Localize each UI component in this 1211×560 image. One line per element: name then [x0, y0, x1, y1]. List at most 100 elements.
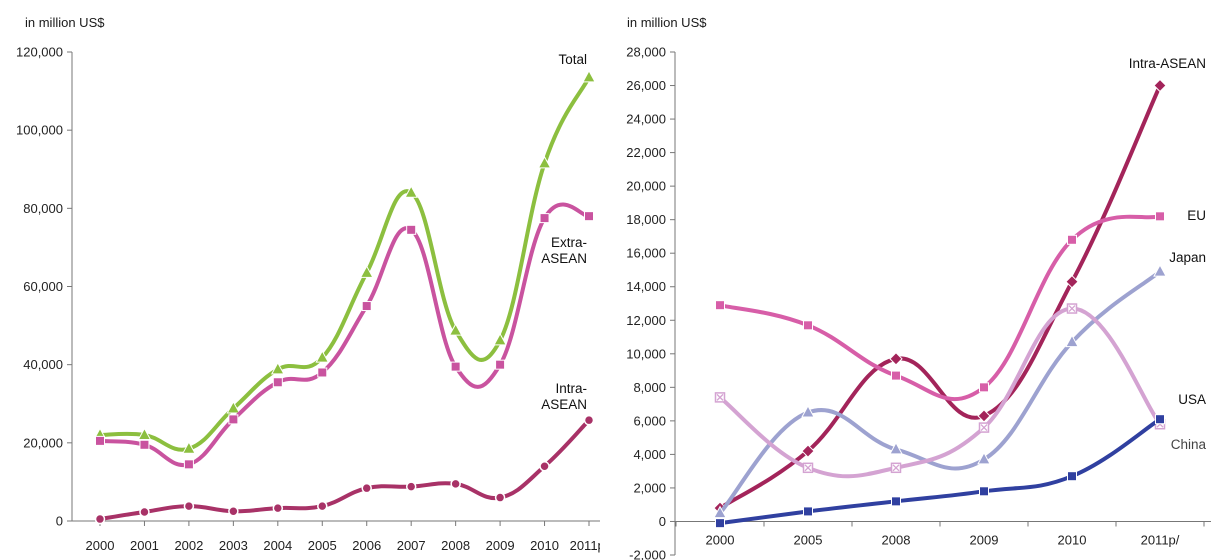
data-point [582, 69, 596, 83]
y-tick-label: 80,000 [23, 201, 63, 216]
data-point [139, 506, 150, 518]
data-point [583, 414, 595, 426]
data-point [226, 400, 241, 414]
data-point [715, 300, 725, 311]
series-label-total: Total [558, 52, 587, 67]
x-tick-label: 2009 [486, 538, 515, 553]
data-point [1155, 414, 1165, 425]
series-label-china: China [1171, 437, 1207, 452]
series-label-eu: EU [1187, 208, 1206, 223]
y-tick-label: 20,000 [626, 179, 666, 194]
data-point [317, 367, 328, 378]
y-tick-label: 60,000 [23, 279, 63, 294]
data-point [1065, 334, 1079, 348]
data-point [183, 500, 195, 512]
data-point [272, 502, 284, 514]
series-line-eu [718, 214, 1162, 401]
x-tick-label: 2004 [263, 538, 292, 553]
x-tick-label: 2008 [441, 538, 470, 553]
y-unit-label: in million US$ [627, 15, 707, 30]
y-tick-label: 4,000 [633, 447, 666, 462]
data-point [361, 482, 372, 494]
data-point [537, 155, 552, 169]
data-point [802, 462, 814, 474]
data-point [1067, 471, 1077, 482]
data-point [890, 462, 902, 474]
data-point [889, 352, 903, 366]
data-point [713, 505, 727, 519]
y-tick-label: 18,000 [626, 212, 666, 227]
data-point [494, 492, 506, 503]
data-point [94, 513, 106, 525]
data-point [317, 500, 328, 512]
x-tick-label: 2010 [1058, 532, 1087, 547]
data-point [977, 451, 991, 465]
y-tick-label: 100,000 [16, 123, 63, 138]
series-intra-asean [94, 414, 595, 525]
y-tick-label: 14,000 [626, 279, 666, 294]
x-tick-label: 2009 [970, 532, 999, 547]
x-tick-label: 2011p/ [1141, 532, 1180, 547]
data-point [1065, 274, 1079, 289]
data-point [715, 518, 725, 529]
y-tick-label: 8,000 [633, 380, 666, 395]
data-point [495, 359, 506, 370]
data-point [137, 427, 152, 441]
data-point [714, 392, 726, 403]
y-tick-label: -2,000 [629, 548, 666, 560]
x-tick-label: 2007 [397, 538, 426, 553]
data-point [891, 496, 901, 507]
data-point [584, 211, 594, 222]
x-tick-label: 2011p/ [570, 538, 600, 553]
data-point [979, 486, 989, 497]
series-total [93, 69, 596, 454]
x-tick-label: 2008 [882, 532, 911, 547]
y-tick-label: 2,000 [633, 480, 666, 495]
data-point [404, 185, 419, 198]
x-tick-label: 2002 [174, 538, 203, 553]
x-tick-label: 2006 [352, 538, 381, 553]
data-point [272, 377, 283, 388]
series-line-intra-asean [98, 418, 591, 521]
data-point [405, 481, 417, 492]
series-label-intra-asean: Intra-ASEAN [541, 381, 587, 412]
x-tick-label: 2005 [794, 532, 823, 547]
data-point [977, 409, 991, 423]
x-tick-label: 2000 [86, 538, 115, 553]
data-point [539, 213, 550, 224]
series-label-usa: USA [1178, 392, 1206, 407]
series-line-intra-asean [718, 83, 1162, 511]
data-point [978, 422, 990, 433]
data-point [889, 441, 903, 455]
series-label-japan: Japan [1169, 250, 1206, 265]
data-point [270, 361, 285, 375]
series-line-extra-asean [98, 202, 591, 468]
series-eu [715, 211, 1165, 401]
data-point [406, 224, 417, 235]
data-point [450, 361, 461, 372]
data-point [801, 404, 815, 418]
axes: -2,000 0 2,000 4,000 6,000 8,000 10,000 12,000 1… [626, 45, 1211, 560]
data-point [95, 435, 105, 446]
data-point [803, 506, 813, 517]
data-point [1155, 211, 1165, 222]
y-tick-label: 120,000 [16, 45, 63, 60]
data-point [182, 441, 196, 454]
series-label-intra-asean: Intra-ASEAN [1129, 56, 1206, 71]
x-tick-label: 2001 [130, 538, 159, 553]
y-tick-label: 12,000 [626, 313, 666, 328]
series-extra-asean [95, 202, 594, 470]
x-tick-label: 2005 [308, 538, 337, 553]
series-intra-asean [713, 78, 1167, 515]
data-point [1067, 234, 1077, 245]
data-point [228, 505, 239, 517]
data-point [801, 444, 815, 458]
data-point [359, 265, 374, 278]
series-line-usa [718, 417, 1162, 526]
series-line-japan [718, 269, 1162, 516]
y-tick-label: 10,000 [626, 346, 666, 361]
y-tick-label: 6,000 [633, 413, 666, 428]
series-china [714, 303, 1166, 479]
series-usa [715, 414, 1165, 529]
